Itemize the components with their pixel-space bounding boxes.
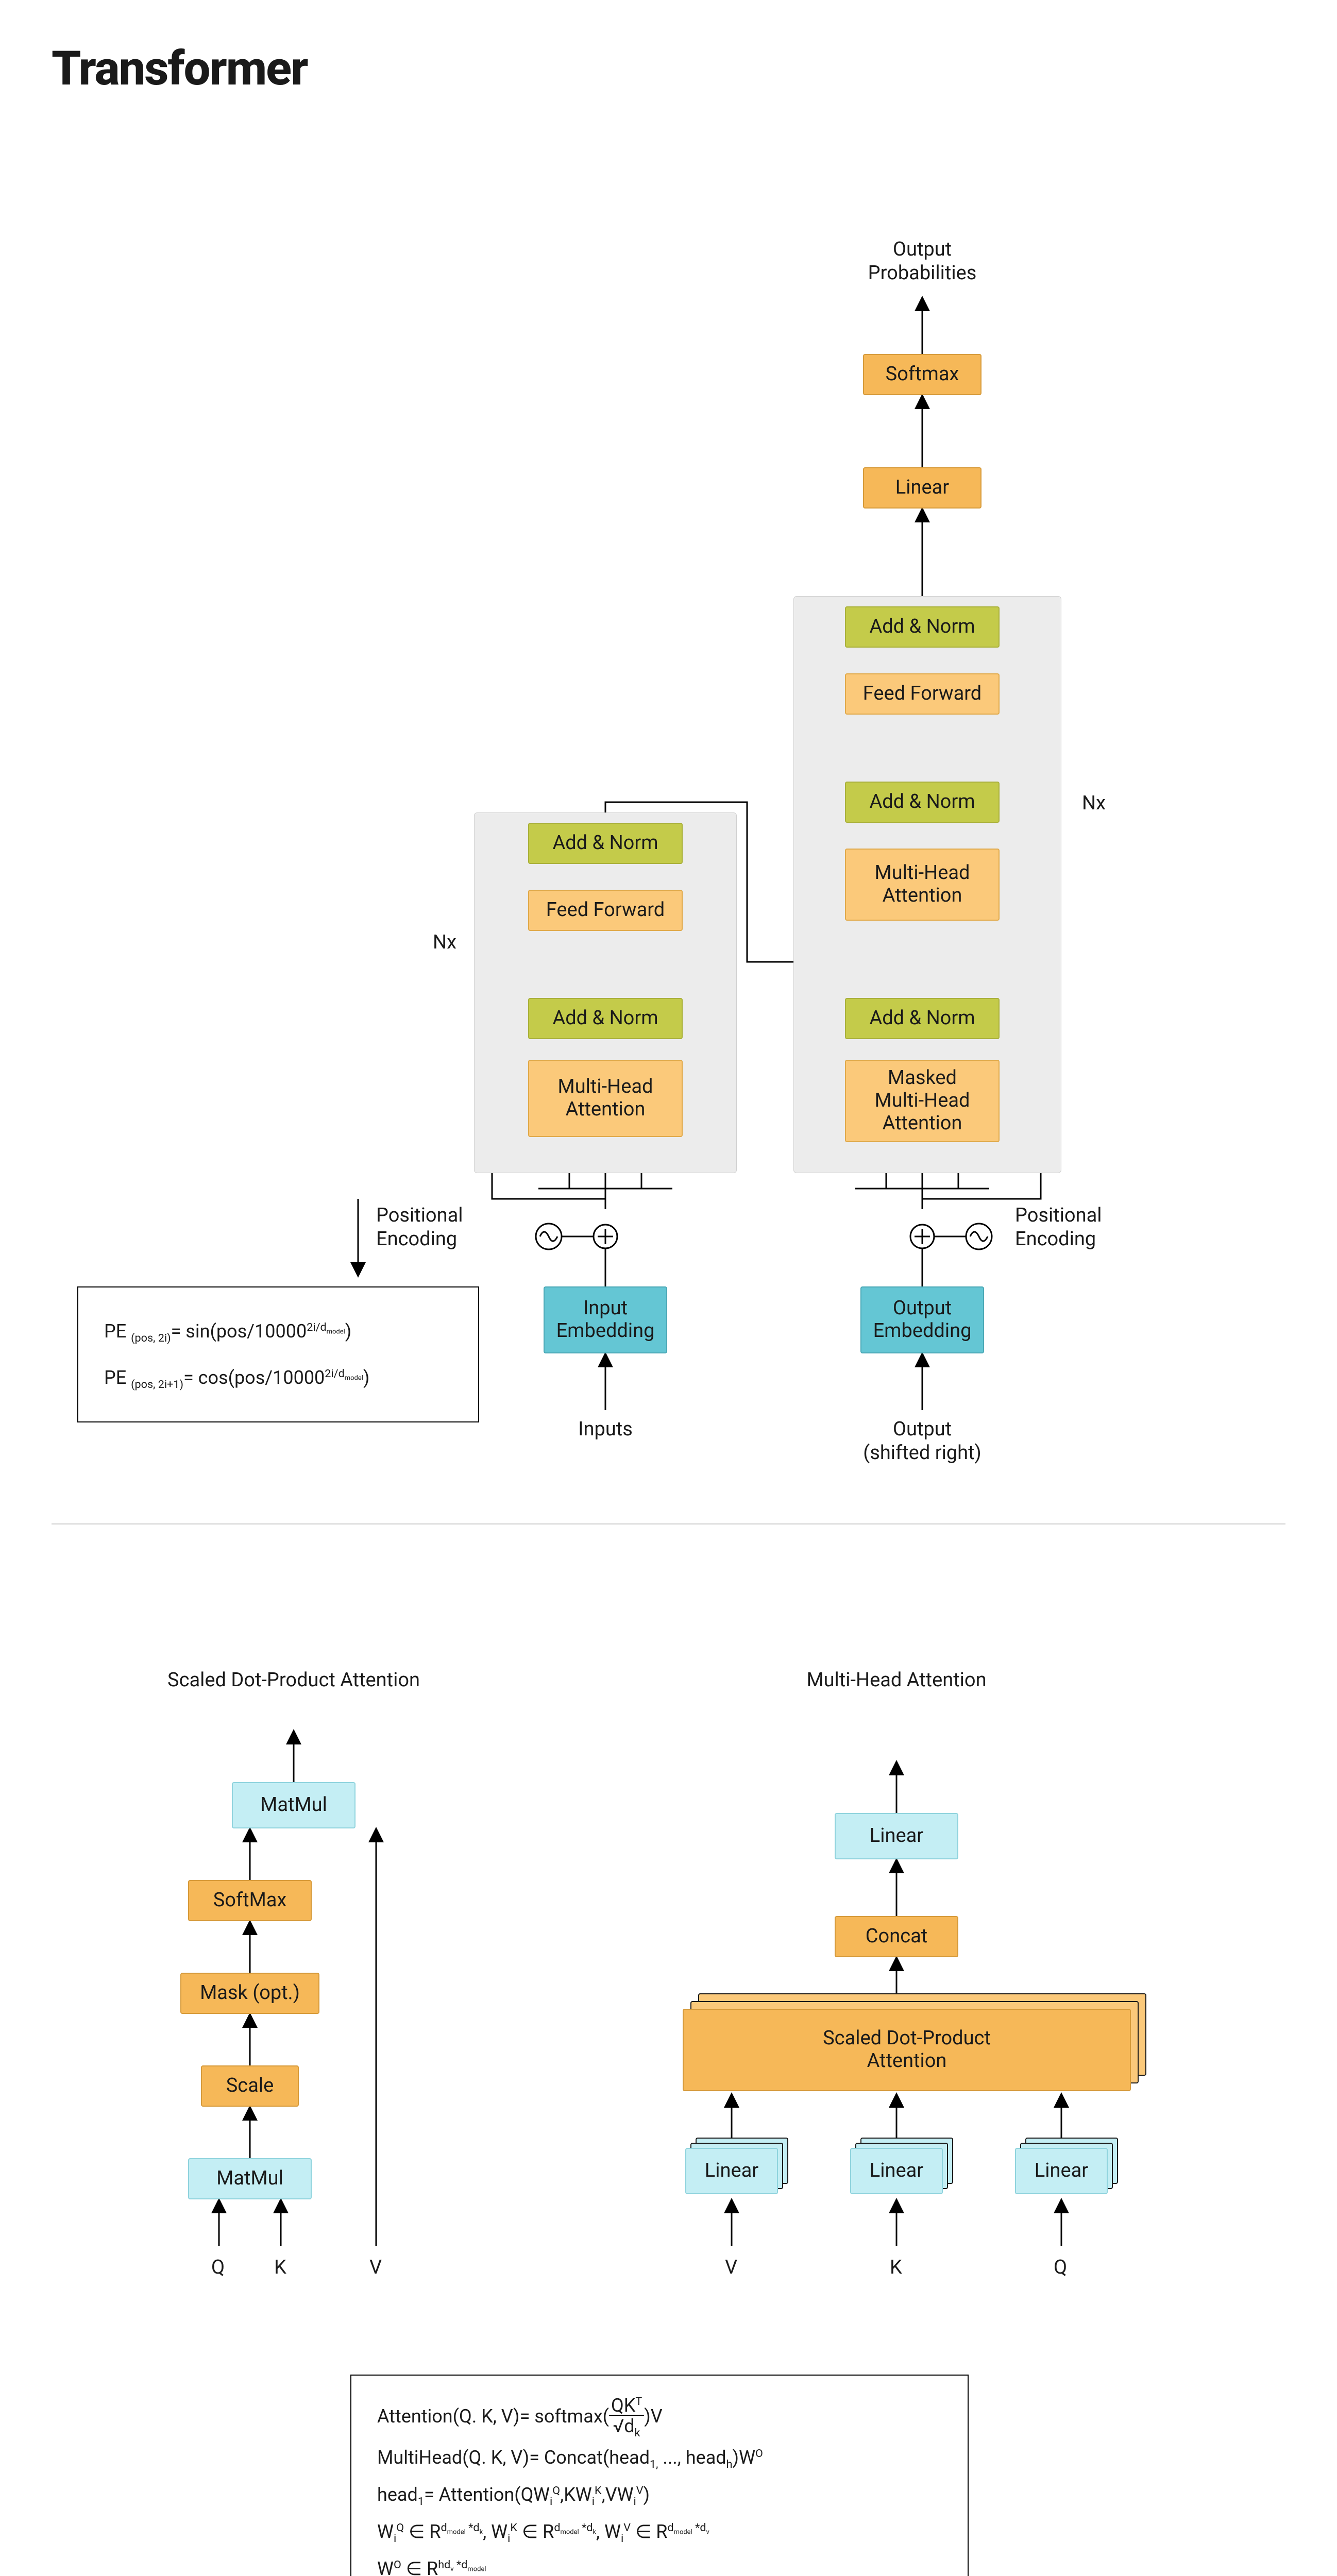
transformer-architecture-diagram: Output Probabilities Softmax Linear Add … xyxy=(52,107,1285,1523)
mha-v-label: V xyxy=(725,2256,737,2280)
sdpa-title: Scaled Dot-Product Attention xyxy=(129,1669,459,1692)
inputs-label: Inputs xyxy=(562,1418,649,1442)
decoder-addnorm-2: Add & Norm xyxy=(845,782,1000,823)
page-title: Transformer xyxy=(52,41,1285,96)
formula-weights: WiQ ∈ Rdmodel *dk, WiK ∈ Rdmodel *dk, Wi… xyxy=(377,2513,942,2550)
sdpa-q-label: Q xyxy=(211,2256,225,2280)
pe-formula-2: PE (pos, 2i+1)= cos(pos/100002i/dmodel) xyxy=(104,1354,452,1401)
formula-wo: WO ∈ Rhdv *dmodel xyxy=(377,2550,942,2576)
decoder-addnorm-3: Add & Norm xyxy=(845,606,1000,648)
formula-multihead: MultiHead(Q. K, V)= Concat(head1, ..., h… xyxy=(377,2439,942,2476)
mha-linear-k: Linear xyxy=(850,2148,943,2194)
input-embedding-box: Input Embedding xyxy=(544,1286,667,1353)
mha-k-label: K xyxy=(890,2256,902,2280)
attention-mechanisms-diagram: Scaled Dot-Product Attention MatMul Soft… xyxy=(52,1524,1285,2576)
sdpa-scale: Scale xyxy=(201,2065,299,2107)
sdpa-matmul-top: MatMul xyxy=(232,1782,356,1828)
pe-formula-box: PE (pos, 2i)= sin(pos/100002i/dmodel) PE… xyxy=(77,1286,479,1422)
mha-linear-v: Linear xyxy=(685,2148,778,2194)
sdpa-mask: Mask (opt.) xyxy=(180,1973,319,2014)
attention-formula-box: Attention(Q. K, V)= softmax(QKT√dk)V Mul… xyxy=(350,2375,969,2576)
mha-sdpa-box: Scaled Dot-Product Attention xyxy=(683,2009,1131,2091)
sdpa-k-label: K xyxy=(274,2256,286,2280)
outputs-shifted-label: Output (shifted right) xyxy=(853,1418,992,1465)
sdpa-softmax: SoftMax xyxy=(188,1880,312,1921)
decoder-mha: Multi-Head Attention xyxy=(845,849,1000,921)
decoder-nx-label: Nx xyxy=(1082,792,1106,816)
pe-label-right: Positional Encoding xyxy=(1015,1204,1118,1251)
encoder-addnorm-2: Add & Norm xyxy=(528,823,683,864)
output-embedding-box: Output Embedding xyxy=(860,1286,984,1353)
mha-linear-top: Linear xyxy=(835,1813,958,1859)
softmax-box: Softmax xyxy=(863,354,981,395)
decoder-addnorm-1: Add & Norm xyxy=(845,998,1000,1039)
encoder-nx-label: Nx xyxy=(433,931,456,955)
decoder-ff: Feed Forward xyxy=(845,673,1000,715)
output-probabilities-label: Output Probabilities xyxy=(845,238,1000,285)
linear-box: Linear xyxy=(863,467,981,509)
formula-head-i: head1= Attention(QWiQ,KWiK,VWiV) xyxy=(377,2476,942,2513)
sdpa-matmul-bottom: MatMul xyxy=(188,2158,312,2199)
formula-attention: Attention(Q. K, V)= softmax(QKT√dk)V xyxy=(377,2396,942,2439)
mha-concat: Concat xyxy=(835,1916,958,1957)
mha-title: Multi-Head Attention xyxy=(768,1669,1025,1692)
pe-label-left: Positional Encoding xyxy=(376,1204,479,1251)
pe-formula-1: PE (pos, 2i)= sin(pos/100002i/dmodel) xyxy=(104,1308,452,1354)
sdpa-v-label: V xyxy=(369,2256,382,2280)
encoder-addnorm-1: Add & Norm xyxy=(528,998,683,1039)
mha-q-label: Q xyxy=(1054,2256,1067,2280)
encoder-mha: Multi-Head Attention xyxy=(528,1060,683,1137)
mha-linear-q: Linear xyxy=(1015,2148,1108,2194)
encoder-ff: Feed Forward xyxy=(528,890,683,931)
decoder-masked-mha: Masked Multi-Head Attention xyxy=(845,1060,1000,1142)
